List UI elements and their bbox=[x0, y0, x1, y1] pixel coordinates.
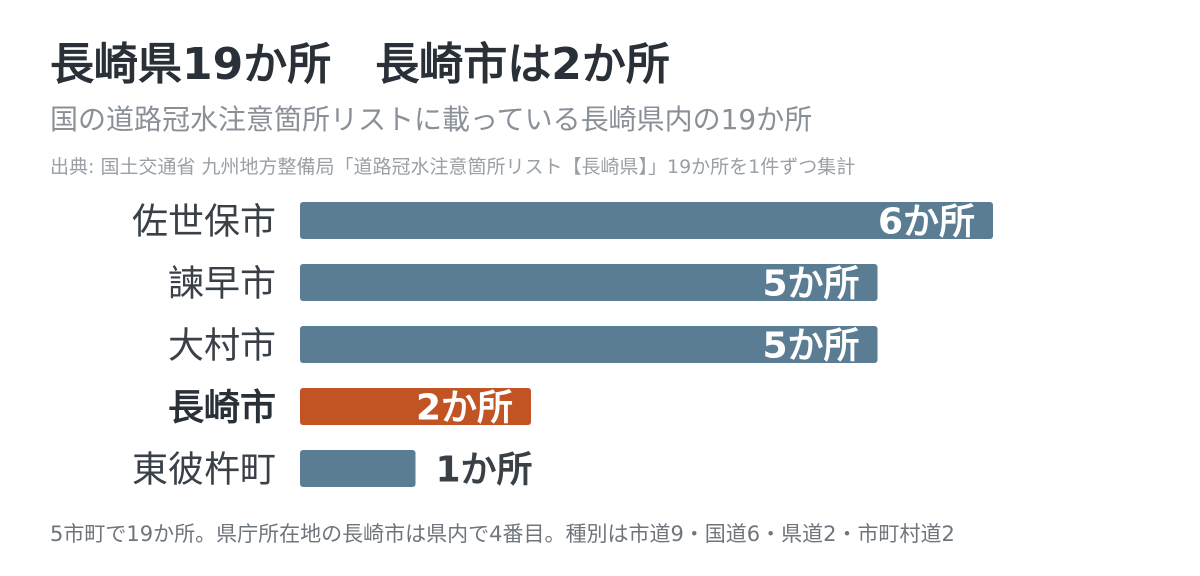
category-label: 佐世保市 bbox=[132, 202, 276, 243]
bar bbox=[300, 202, 993, 239]
source-note: 出典: 国土交通省 九州地方整備局「道路冠水注意箇所リスト【長崎県】」19か所を… bbox=[50, 156, 856, 178]
value-label: 1か所 bbox=[436, 450, 533, 491]
category-label: 長崎市 bbox=[168, 388, 276, 429]
bar bbox=[300, 450, 416, 487]
value-label: 6か所 bbox=[878, 202, 975, 243]
bar bbox=[300, 388, 531, 425]
value-label: 2か所 bbox=[416, 388, 513, 429]
category-label: 諫早市 bbox=[168, 264, 276, 305]
category-label: 大村市 bbox=[168, 326, 276, 367]
bar bbox=[300, 264, 878, 301]
value-label: 5か所 bbox=[762, 264, 859, 305]
value-label: 5か所 bbox=[762, 326, 859, 367]
bar bbox=[300, 326, 878, 363]
category-label: 東彼杵町 bbox=[132, 450, 276, 491]
chart-title: 長崎県19か所 長崎市は2か所 bbox=[50, 39, 670, 90]
footnote: 5市町で19か所。県庁所在地の長崎市は県内で4番目。種別は市道9・国道6・県道2… bbox=[50, 522, 955, 546]
chart-subtitle: 国の道路冠水注意箇所リストに載っている長崎県内の19か所 bbox=[50, 103, 813, 136]
